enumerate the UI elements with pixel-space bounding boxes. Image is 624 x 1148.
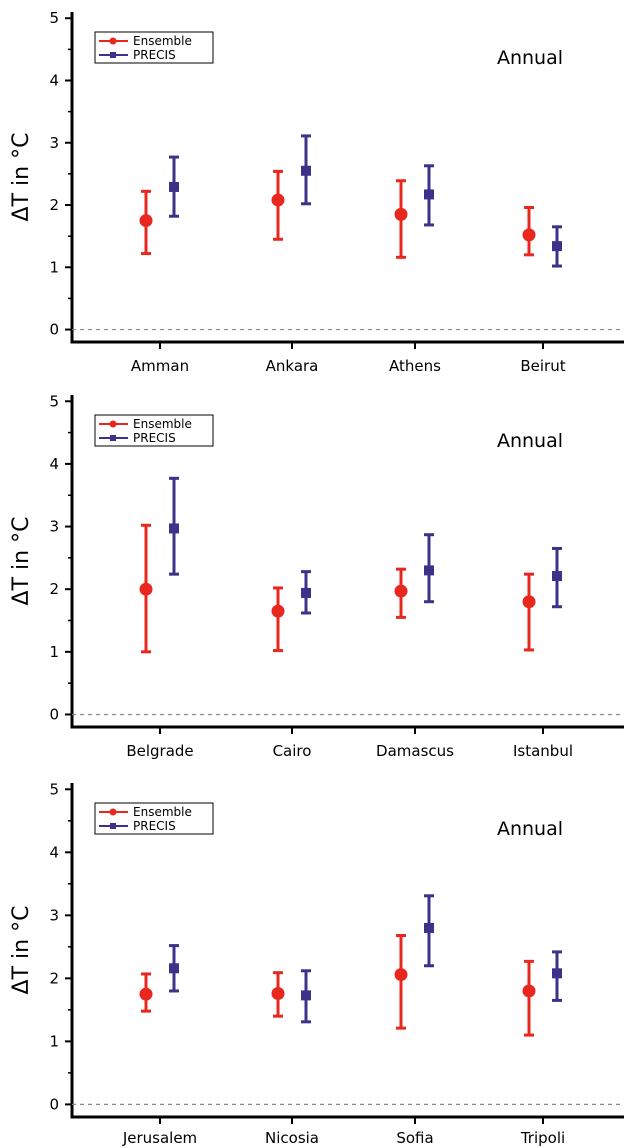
y-tick-label: 1 xyxy=(49,643,59,661)
axes-frame xyxy=(70,12,624,344)
series-ensemble xyxy=(139,169,536,259)
y-tick-label: 1 xyxy=(49,258,59,276)
data-point-precis xyxy=(169,181,179,192)
data-point-precis xyxy=(301,165,311,176)
y-tick-label: 0 xyxy=(49,321,59,339)
y-tick-label: 2 xyxy=(49,196,59,214)
data-point-precis xyxy=(301,587,311,598)
data-point-ensemble xyxy=(271,193,285,207)
legend-marker-ensemble xyxy=(109,37,117,45)
data-point-ensemble xyxy=(139,582,153,596)
legend-label: Ensemble xyxy=(133,805,192,819)
legend-label: Ensemble xyxy=(133,34,192,48)
data-point-precis xyxy=(169,963,179,974)
legend-label: PRECIS xyxy=(133,48,176,62)
data-point-ensemble xyxy=(522,595,536,609)
axes-frame xyxy=(70,395,624,729)
series-ensemble xyxy=(139,523,536,654)
y-tick-label: 4 xyxy=(49,843,59,861)
x-tick-label: Ankara xyxy=(266,357,319,375)
y-tick-label: 3 xyxy=(49,518,59,536)
y-tick-label: 1 xyxy=(49,1032,59,1050)
data-point-precis xyxy=(424,922,434,933)
data-point-ensemble xyxy=(394,584,408,598)
y-tick-label: 2 xyxy=(49,580,59,598)
y-tick-label: 2 xyxy=(49,969,59,987)
data-point-ensemble xyxy=(522,228,536,242)
x-tick-label: Sofia xyxy=(396,1129,433,1147)
x-tick-label: Amman xyxy=(131,357,189,375)
legend-marker-precis xyxy=(110,52,116,58)
data-point-ensemble xyxy=(522,984,536,998)
y-tick-label: 5 xyxy=(49,780,59,798)
series-precis xyxy=(169,476,562,615)
data-point-ensemble xyxy=(394,207,408,221)
y-axis-label: ΔT in °C xyxy=(9,906,34,995)
x-tick-label: Jerusalem xyxy=(122,1129,197,1147)
legend-label: PRECIS xyxy=(133,431,176,445)
series-ensemble xyxy=(139,934,536,1037)
y-axis-label: ΔT in °C xyxy=(9,133,34,222)
x-tick-label: Damascus xyxy=(376,742,454,760)
legend-label: Ensemble xyxy=(133,417,192,431)
y-tick-label: 5 xyxy=(49,392,59,410)
legend-marker-precis xyxy=(110,435,116,441)
y-axis-label: ΔT in °C xyxy=(9,517,34,606)
data-point-precis xyxy=(552,968,562,979)
data-point-precis xyxy=(301,990,311,1001)
data-point-precis xyxy=(424,565,434,576)
panel-annotation: Annual xyxy=(497,430,563,452)
panel-annotation: Annual xyxy=(497,818,563,840)
data-point-ensemble xyxy=(271,986,285,1000)
series-precis xyxy=(169,134,562,268)
data-point-precis xyxy=(424,189,434,200)
data-point-ensemble xyxy=(271,604,285,618)
axes-frame xyxy=(70,783,624,1119)
legend-box xyxy=(94,31,214,64)
x-tick-label: Athens xyxy=(389,357,441,375)
data-point-precis xyxy=(552,241,562,252)
x-tick-label: Istanbul xyxy=(513,742,573,760)
data-point-precis xyxy=(169,523,179,534)
x-tick-label: Tripoli xyxy=(520,1129,565,1147)
x-tick-label: Beirut xyxy=(520,357,565,375)
x-tick-label: Belgrade xyxy=(126,742,193,760)
x-tick-label: Cairo xyxy=(273,742,312,760)
legend-box xyxy=(94,414,214,447)
x-tick-label: Nicosia xyxy=(265,1129,319,1147)
y-tick-label: 3 xyxy=(49,906,59,924)
chart-panel-3: 0 1 2 3 4 5 ΔT in °C Annual Jerusalem Nicosia Sofi… xyxy=(9,780,624,1147)
y-tick-label: 5 xyxy=(49,9,59,27)
y-tick-label: 3 xyxy=(49,134,59,152)
legend-marker-ensemble xyxy=(109,420,117,428)
data-point-ensemble xyxy=(394,968,408,982)
y-tick-label: 4 xyxy=(49,71,59,89)
legend-label: PRECIS xyxy=(133,819,176,833)
y-tick-label: 0 xyxy=(49,705,59,723)
legend-marker-precis xyxy=(110,823,116,829)
series-precis xyxy=(169,894,562,1024)
legend-marker-ensemble xyxy=(109,808,117,816)
y-tick-label: 0 xyxy=(49,1095,59,1113)
y-tick-label: 4 xyxy=(49,455,59,473)
data-point-ensemble xyxy=(139,214,153,228)
chart-panel-1: 0 1 2 3 4 5 ΔT in °C Annual Amman Ankara Athens Bei… xyxy=(9,9,624,375)
data-point-precis xyxy=(552,571,562,582)
panel-annotation: Annual xyxy=(497,47,563,69)
chart-panel-2: 0 1 2 3 4 5 ΔT in °C Annual Belgrade Cairo Damascu… xyxy=(9,392,624,760)
data-point-ensemble xyxy=(139,987,153,1001)
